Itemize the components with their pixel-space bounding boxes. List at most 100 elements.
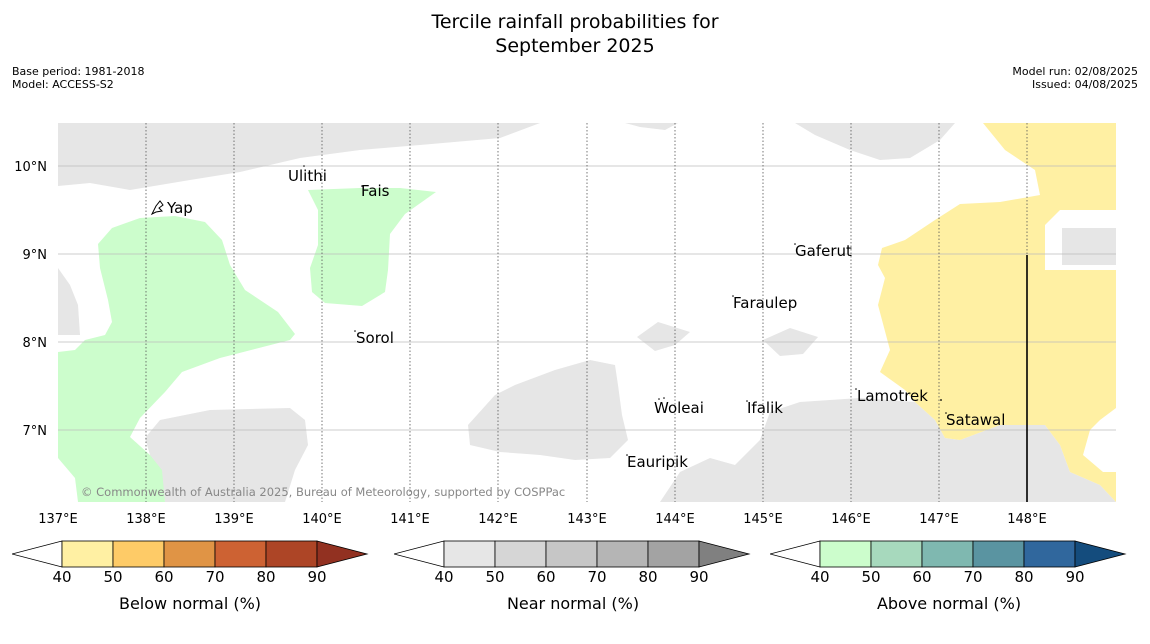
- longitude-tick-label: 147°E: [919, 512, 959, 527]
- colorbar-tick-label: 90: [307, 568, 326, 586]
- probability-regions: [58, 123, 1116, 502]
- map-title: Tercile rainfall probabilities for Septe…: [0, 10, 1150, 58]
- colorbar-tick-label: 40: [434, 568, 453, 586]
- colorbar-tick-label: 50: [103, 568, 122, 586]
- colorbar-segment: [1023, 540, 1076, 568]
- map-gridlines: [58, 123, 1116, 502]
- near-normal-region-west: [58, 268, 80, 335]
- colorbar-tick-label: 80: [1014, 568, 1033, 586]
- latitude-tick-label: 8°N: [23, 336, 48, 351]
- near-normal-region-islet-1: [637, 322, 690, 351]
- place-woleai: Woleai: [654, 399, 704, 417]
- longitude-tick-label: 141°E: [390, 512, 430, 527]
- colorbar-segment: [545, 540, 598, 568]
- colorbar-tick-label: 80: [256, 568, 275, 586]
- longitude-tick-label: 145°E: [743, 512, 783, 527]
- title-line-2: September 2025: [495, 35, 655, 57]
- run-info: Model run: 02/08/2025 Issued: 04/08/2025: [1012, 65, 1138, 91]
- near-normal-region-top-right: [795, 123, 955, 160]
- model-info: Base period: 1981-2018 Model: ACCESS-S2: [12, 65, 144, 91]
- longitude-tick-label: 143°E: [567, 512, 607, 527]
- latitude-tick-label: 7°N: [23, 424, 48, 439]
- colorbar-tick-label: 80: [638, 568, 657, 586]
- title-line-1: Tercile rainfall probabilities for: [431, 11, 719, 33]
- longitude-tick-label: 142°E: [478, 512, 518, 527]
- place-ifalik: Ifalik: [747, 399, 783, 417]
- latitude-labels: 10°N 9°N 8°N 7°N: [14, 160, 47, 439]
- latitude-tick-label: 9°N: [23, 248, 48, 263]
- model-run: Model run: 02/08/2025: [1012, 65, 1138, 78]
- place-faraulep: Faraulep: [733, 294, 797, 312]
- place-lamotrek: Lamotrek: [857, 387, 928, 405]
- colorbar-segment: [265, 540, 318, 568]
- near-normal-region-east-box: [1062, 228, 1116, 265]
- colorbar-segment: [870, 540, 923, 568]
- colorbar-below-normal: 40 50 60 70 80 90: [12, 538, 372, 588]
- near-normal-region-southeast: [660, 398, 1116, 502]
- colorbar-segment: [819, 540, 872, 568]
- colorbar-segment: [972, 540, 1025, 568]
- colorbar-segment: [443, 540, 496, 568]
- colorbar-segment: [647, 540, 700, 568]
- above-normal-region-centre: [308, 188, 436, 306]
- longitude-tick-label: 144°E: [655, 512, 695, 527]
- yap-island-outline: [150, 200, 164, 216]
- colorbar-tick-label: 40: [810, 568, 829, 586]
- issued-date: Issued: 04/08/2025: [1031, 78, 1138, 91]
- place-gaferut: Gaferut: [795, 242, 852, 260]
- near-normal-region-north: [58, 123, 540, 190]
- colorbar-near-normal-label: Near normal (%): [506, 594, 640, 613]
- colorbar-above-normal-label: Above normal (%): [876, 594, 1022, 613]
- colorbar-segment: [214, 540, 267, 568]
- near-normal-region-centre: [468, 360, 628, 460]
- colorbar-segment: [921, 540, 974, 568]
- colorbar-low-extension: [12, 540, 63, 568]
- colorbar-near-normal: 40 50 60 70 80 90: [394, 538, 754, 588]
- longitude-tick-label: 146°E: [831, 512, 871, 527]
- place-eauripik: Eauripik: [627, 453, 688, 471]
- colorbar-segment: [163, 540, 216, 568]
- colorbar-high-extension: [1074, 540, 1127, 568]
- above-normal-region-west: [58, 216, 295, 502]
- base-period: Base period: 1981-2018: [12, 65, 145, 78]
- colorbar-tick-label: 60: [536, 568, 555, 586]
- colorbar-tick-label: 90: [689, 568, 708, 586]
- colorbar-segment: [112, 540, 165, 568]
- place-ulithi: Ulithi: [288, 167, 327, 185]
- near-normal-region-southwest: [145, 408, 308, 502]
- longitude-labels: 137°E 138°E 139°E 140°E 141°E 142°E 143°E 144°E…: [38, 512, 1047, 527]
- colorbar-below-normal-label: Below normal (%): [118, 594, 262, 613]
- colorbar-tick-label: 70: [587, 568, 606, 586]
- longitude-tick-label: 137°E: [38, 512, 78, 527]
- longitude-tick-label: 138°E: [126, 512, 166, 527]
- near-normal-region-top-centre: [625, 123, 678, 130]
- copyright-notice: © Commonwealth of Australia 2025, Bureau…: [81, 485, 565, 499]
- colorbar-tick-label: 60: [912, 568, 931, 586]
- colorbar-low-extension: [394, 540, 445, 568]
- colorbar-tick-label: 60: [154, 568, 173, 586]
- below-normal-region-east: [878, 123, 1116, 502]
- colorbar-high-extension: [316, 540, 369, 568]
- colorbar-segment: [596, 540, 649, 568]
- colorbar-segment: [494, 540, 547, 568]
- model-name: Model: ACCESS-S2: [12, 78, 114, 91]
- colorbar-tick-label: 40: [52, 568, 71, 586]
- colorbar-segment: [61, 540, 114, 568]
- place-fais: Fais: [361, 182, 390, 200]
- colorbar-high-extension: [698, 540, 751, 568]
- colorbar-tick-label: 90: [1065, 568, 1084, 586]
- colorbar-above-normal: 40 50 60 70 80 90: [770, 538, 1130, 588]
- place-sorol: Sorol: [356, 329, 394, 347]
- longitude-tick-label: 140°E: [302, 512, 342, 527]
- longitude-tick-label: 139°E: [214, 512, 254, 527]
- colorbar-tick-label: 50: [861, 568, 880, 586]
- longitude-tick-label: 148°E: [1007, 512, 1047, 527]
- place-labels: Ulithi Fais Yap Gaferut Faraulep Sorol L…: [150, 165, 1005, 471]
- colorbar-tick-label: 70: [963, 568, 982, 586]
- colorbar-tick-label: 70: [205, 568, 224, 586]
- place-yap: Yap: [166, 199, 193, 217]
- place-satawal: Satawal: [946, 411, 1005, 429]
- colorbar-low-extension: [770, 540, 821, 568]
- latitude-tick-label: 10°N: [14, 160, 47, 175]
